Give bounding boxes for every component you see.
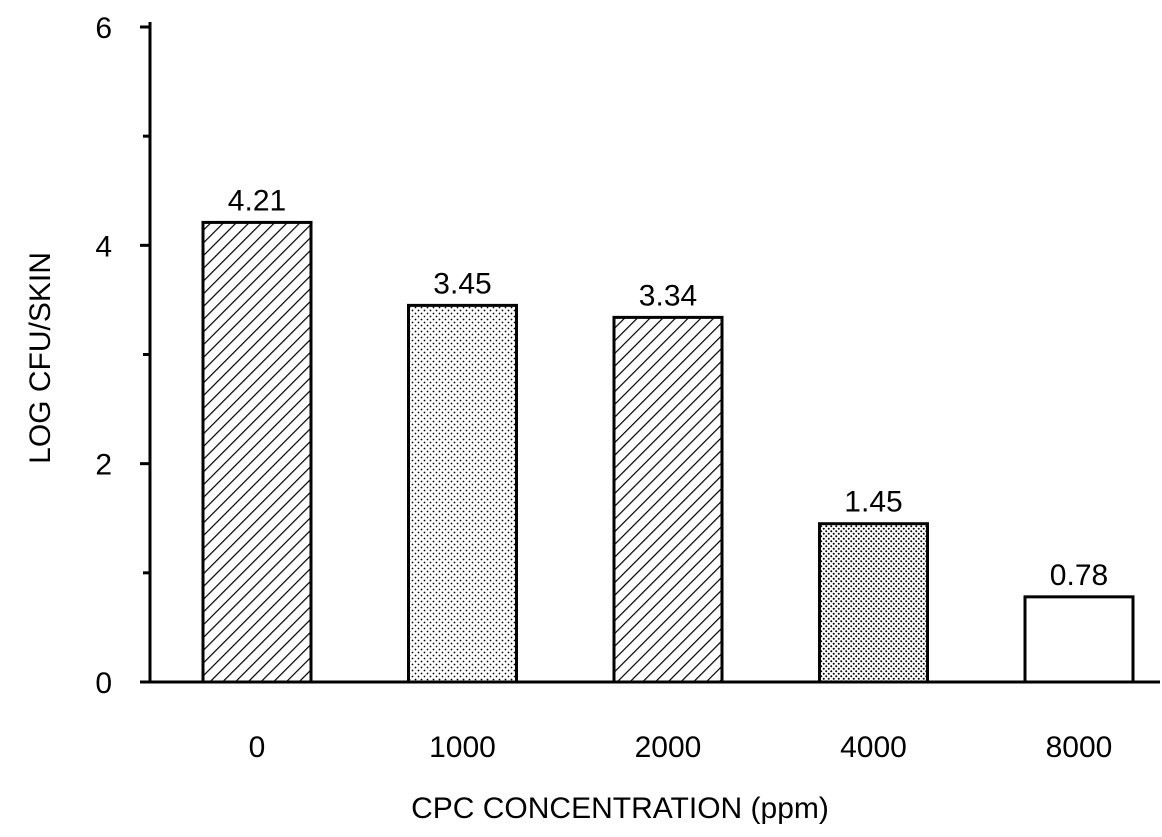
- data-labels: 4.21 3.45 3.34 1.45 0.78: [228, 184, 1108, 591]
- data-label-0: 4.21: [228, 184, 286, 217]
- bar-1000: [407, 303, 518, 684]
- plot-area: 0 2 4 6 4.21 3.45 3.34 1.45 0.78 0 1000 2000 4000 8…: [95, 12, 1160, 764]
- x-tick-label: 2000: [635, 731, 702, 764]
- data-label-2000: 3.34: [639, 279, 697, 312]
- data-label-4000: 1.45: [844, 486, 902, 519]
- x-tick-label: 0: [249, 731, 266, 764]
- bar-4000: [818, 522, 929, 684]
- x-axis-title: CPC CONCENTRATION (ppm): [411, 792, 829, 825]
- x-tick-label: 1000: [429, 731, 496, 764]
- y-tick-label: 6: [95, 12, 112, 45]
- bar-0: [201, 220, 313, 684]
- y-axis-title: LOG CFU/SKIN: [24, 252, 57, 464]
- y-tick-label: 2: [95, 449, 112, 482]
- x-axis-ticks: 0 1000 2000 4000 8000: [249, 731, 1113, 764]
- y-axis-ticks: 0 2 4 6: [95, 12, 150, 700]
- x-tick-label: 8000: [1046, 731, 1113, 764]
- y-tick-label: 0: [95, 667, 112, 700]
- x-tick-label: 4000: [840, 731, 907, 764]
- data-label-8000: 0.78: [1050, 559, 1108, 592]
- y-tick-label: 4: [95, 230, 112, 263]
- bars: [201, 220, 1135, 684]
- bar-2000: [612, 315, 724, 684]
- bar-8000: [1023, 595, 1135, 684]
- data-label-1000: 3.45: [433, 267, 491, 300]
